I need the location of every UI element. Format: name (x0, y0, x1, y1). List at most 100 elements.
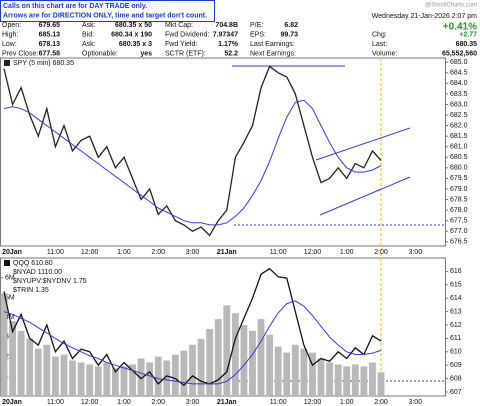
legend-swatch (4, 60, 10, 66)
volume-bar (77, 362, 85, 396)
price-panel-frame (0, 57, 446, 247)
field-value: 7.97347 (213, 31, 238, 38)
volume-bar (317, 358, 325, 396)
y-tick-label: 682.5 (450, 112, 468, 119)
volume-bar (274, 346, 282, 396)
volume-bar (309, 352, 316, 396)
x-tick-label: 12:00 (81, 249, 99, 256)
x-tick-label: 3:00 (408, 249, 422, 256)
volume-bar (377, 372, 385, 396)
y2-tick-label: 6M (5, 275, 15, 282)
y-tick-label: 679.5 (450, 175, 468, 182)
y-tick-label: 609 (450, 362, 462, 369)
volume-bar (17, 330, 25, 396)
y-tick-label: 684.0 (450, 80, 468, 87)
date: Wednesday 21-Jan-2026 2:07 pm (372, 13, 477, 20)
x-tick-label: 2:00 (151, 249, 165, 256)
field-label: Ask: (82, 41, 96, 48)
volume-bar (351, 364, 359, 396)
field-label: Optionable: (82, 50, 118, 57)
volume-bar (137, 358, 145, 396)
y-tick-label: 615 (450, 282, 462, 289)
volume-bar (26, 338, 34, 396)
field-label: Prev Close: (2, 50, 38, 57)
volume-bar (360, 366, 368, 396)
field-label: Fwd Dividend: (165, 31, 209, 38)
channel-upper (315, 127, 411, 161)
volume-bar (343, 366, 351, 396)
legend-label: QQQ 610.80 (13, 260, 53, 267)
x-tick-label: 1:00 (117, 399, 131, 406)
y-tick-label: 678.0 (450, 207, 468, 214)
x-tick-label: 11:00 (47, 249, 64, 256)
y-tick-label: 616 (450, 268, 462, 275)
y-tick-label: 680.0 (450, 165, 468, 172)
chart-layer: 685.0 684.5 684.0 683.5 683.0 682.5 682.0 681.5… (0, 59, 468, 406)
x-tick-label: 2:00 (374, 249, 388, 256)
legend-label: $TRIN 1.35 (13, 287, 49, 294)
series-line (3, 65, 382, 237)
volume-bar (240, 325, 248, 396)
brand: @StockCharts.com (425, 3, 477, 9)
x-tick-label: 20Jan (2, 399, 22, 406)
field-value: 65,552,560 (442, 50, 477, 57)
field-value: +2.77 (459, 31, 477, 38)
volume-bar (206, 328, 214, 396)
y-tick-label: 682.0 (450, 122, 468, 129)
x-tick-label: 12:00 (304, 249, 322, 256)
field-label: SCTR (ETF): (165, 50, 206, 57)
y-tick-label: 681.0 (450, 144, 468, 151)
volume-bar (291, 344, 299, 396)
volume-bar (180, 350, 188, 396)
volume-bar (163, 360, 171, 396)
y-tick-label: 610 (450, 349, 462, 356)
volume-bar (257, 319, 265, 396)
field-value: 680.35 (456, 41, 478, 48)
field-label: Open: (2, 22, 21, 29)
legend-label: SPY (5 min) 680.35 (13, 60, 74, 67)
volume-bar (154, 356, 162, 396)
y2-tick-label: 5M (5, 294, 15, 301)
volume-bar (94, 366, 102, 396)
field-label: Chg: (372, 31, 387, 38)
volume-bar (51, 356, 59, 396)
volume-bar (249, 330, 256, 396)
field-value: 685.13 (39, 31, 61, 38)
field-value: 6.82 (284, 22, 298, 29)
field-label: P/E: (250, 22, 263, 29)
y-tick-label: 677.0 (450, 228, 468, 235)
field-label: Ask: (82, 22, 96, 29)
volume-bar (231, 313, 239, 396)
field-value: 704.8B (215, 22, 238, 29)
x-tick-label: 21Jan (217, 399, 237, 406)
y-tick-label: 683.5 (450, 91, 468, 98)
y-tick-label: 684.5 (450, 70, 468, 77)
volume-bar (266, 334, 274, 396)
x-tick-label: 3:00 (408, 399, 422, 406)
field-label: High: (2, 31, 18, 38)
field-label: Low: (2, 41, 17, 48)
volume-bar (171, 354, 179, 396)
legend-label: $NYAD 1110.00 (13, 269, 62, 276)
y-tick-label: 607 (450, 389, 462, 396)
series-line (3, 267, 382, 387)
volume-bar (60, 354, 68, 396)
field-value: 677.58 (39, 50, 61, 57)
lower-panel-frame (0, 257, 446, 397)
notice-line: Arrows are for DIRECTION ONLY, time and … (3, 12, 207, 19)
volume-bar (34, 348, 42, 396)
field-label: Last: (372, 41, 387, 48)
field-value: yes (140, 50, 152, 57)
y-tick-label: 683.0 (450, 101, 468, 108)
volume-bar (197, 338, 205, 396)
x-tick-label: 1:00 (340, 249, 354, 256)
volume-bar (111, 368, 119, 396)
y-tick-label: 685.0 (450, 59, 468, 66)
change-percent: +0.41% (443, 22, 477, 33)
field-value: 680.34 x 190 (111, 31, 152, 38)
series-line (3, 300, 382, 385)
field-value: 1.17% (218, 41, 239, 48)
volume-bar (189, 344, 196, 396)
